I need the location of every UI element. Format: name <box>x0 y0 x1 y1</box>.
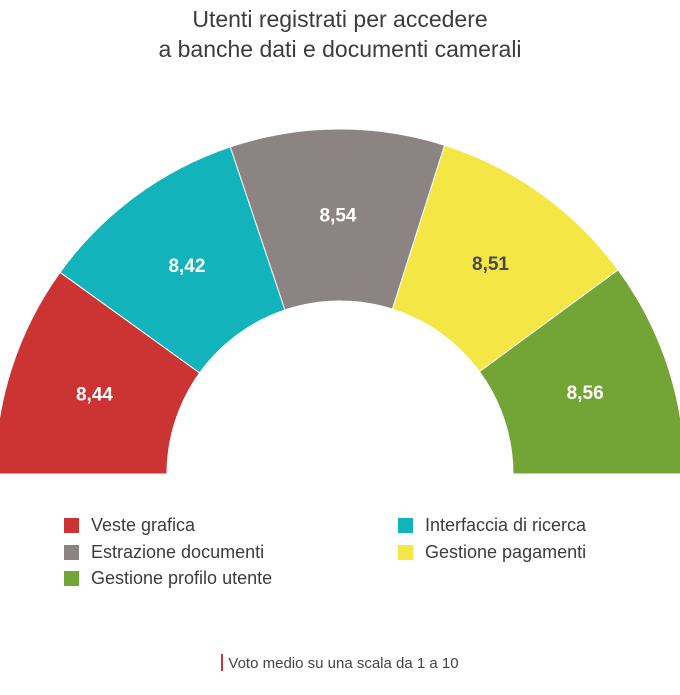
chart-title-line-2: a banche dati e documenti camerali <box>158 36 522 62</box>
slice-gestione-pagamenti <box>391 144 619 373</box>
footnote-text: Voto medio su una scala da 1 a 10 <box>228 655 459 672</box>
slice-gestione-profilo-utente <box>478 269 680 475</box>
chart-title: Utenti registrati per accedere a banche … <box>0 4 680 64</box>
footnote-marker <box>221 654 224 671</box>
data-label-gestione-profilo-utente: 8,56 <box>567 383 604 404</box>
data-label-veste-grafica: 8,44 <box>76 384 113 405</box>
footnote: Voto medio su una scala da 1 a 10 <box>0 654 680 672</box>
chart-title-line-1: Utenti registrati per accedere <box>192 6 488 32</box>
data-label-gestione-pagamenti: 8,51 <box>472 254 509 275</box>
slice-estrazione-documenti <box>229 128 446 311</box>
data-label-estrazione-documenti: 8,54 <box>320 206 357 227</box>
data-label-interfaccia-di-ricerca: 8,42 <box>168 256 205 277</box>
